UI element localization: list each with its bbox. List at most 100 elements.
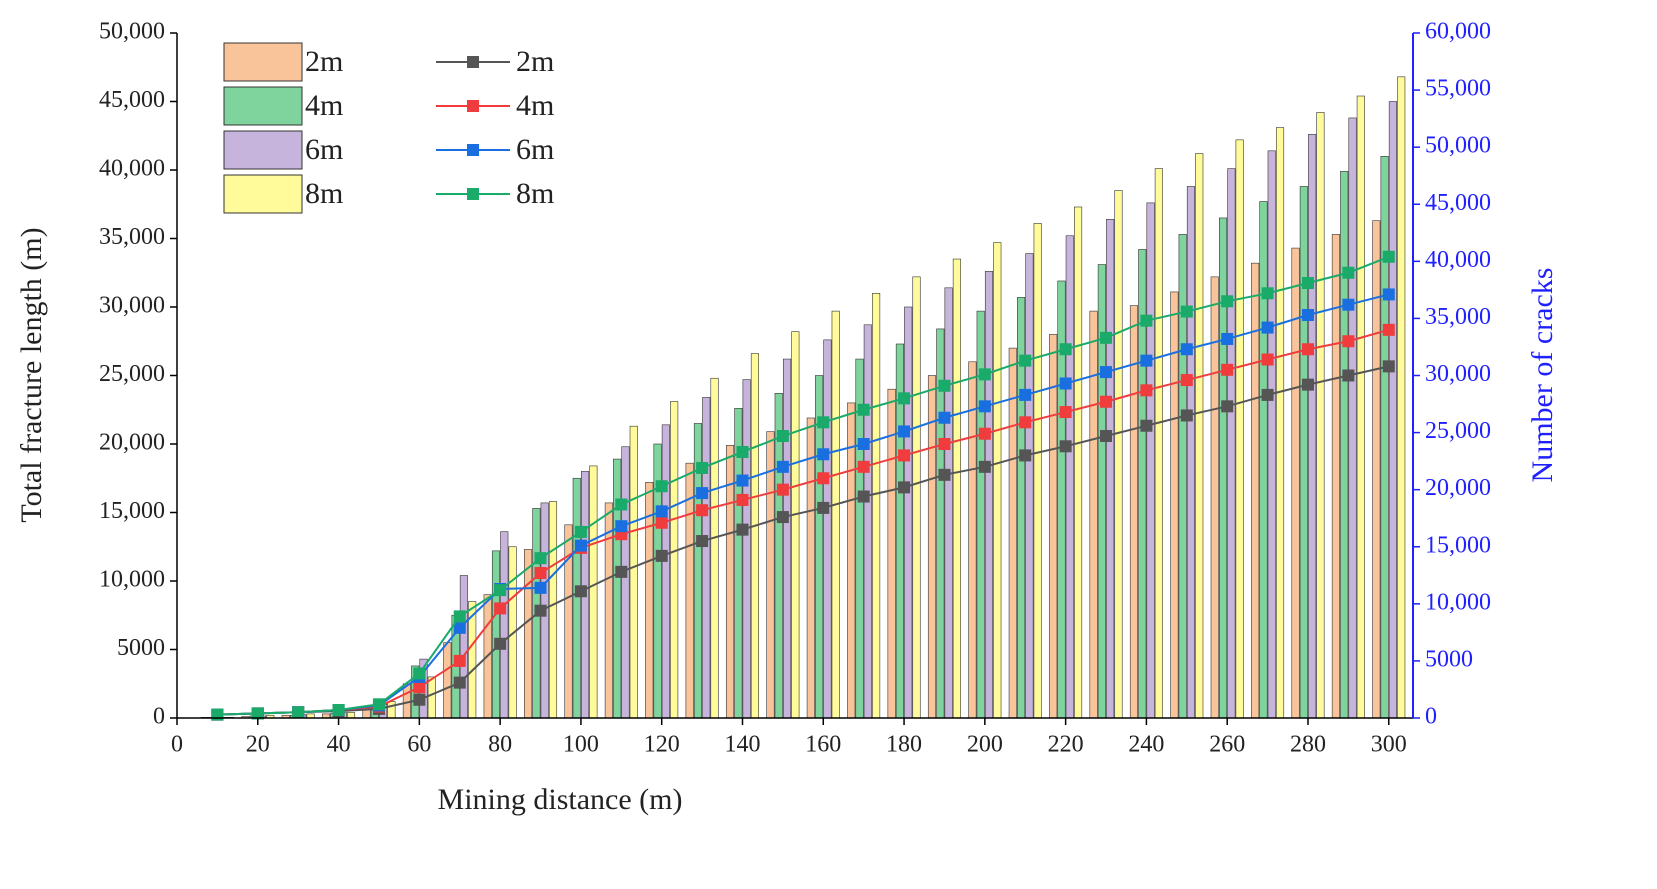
bar — [402, 683, 411, 719]
point — [978, 460, 991, 473]
point — [1261, 321, 1274, 334]
bar — [1170, 291, 1179, 719]
bar — [670, 401, 679, 719]
point — [1100, 366, 1113, 379]
point — [1382, 360, 1395, 373]
point — [736, 445, 749, 458]
point — [736, 523, 749, 536]
y2-tick-label: 10,000 — [1425, 589, 1491, 615]
bar — [1146, 202, 1155, 719]
legend-marker — [467, 144, 479, 156]
y2-tick-label: 40,000 — [1425, 247, 1491, 273]
y2-axis-label: Number of cracks — [1526, 268, 1559, 483]
bar — [904, 306, 913, 719]
point — [1100, 331, 1113, 344]
bar — [1356, 95, 1365, 719]
x-axis-label: Mining distance (m) — [438, 783, 683, 816]
point — [1059, 440, 1072, 453]
point — [938, 438, 951, 450]
point — [978, 427, 991, 440]
point — [736, 493, 749, 506]
point — [211, 708, 224, 721]
y2-tick-label: 25,000 — [1425, 418, 1491, 444]
x-tick-label: 300 — [1371, 732, 1407, 758]
point — [1342, 298, 1355, 311]
point — [898, 481, 911, 494]
legend-label: 4m — [305, 89, 343, 122]
point — [453, 654, 466, 667]
legend-swatch — [223, 130, 303, 170]
y-tick-label: 20,000 — [99, 430, 165, 456]
bar — [1348, 117, 1357, 719]
x-tick-label: 20 — [246, 732, 270, 758]
y2-tick-label: 55,000 — [1425, 76, 1491, 102]
point — [1100, 395, 1113, 408]
point — [857, 438, 870, 450]
line — [217, 293, 1390, 716]
point — [655, 516, 668, 529]
y2-tick-label: 5000 — [1425, 646, 1473, 672]
point — [655, 549, 668, 562]
point — [696, 535, 709, 548]
legend-label: 8m — [516, 177, 554, 210]
point — [857, 403, 870, 416]
legend-swatch — [223, 42, 303, 82]
bar — [491, 550, 501, 719]
x-tick-label: 40 — [327, 732, 351, 758]
x-tick-label: 160 — [805, 732, 841, 758]
point — [898, 392, 911, 405]
legend-swatch — [223, 86, 303, 126]
point — [776, 483, 789, 496]
point — [332, 704, 345, 717]
point — [776, 430, 789, 443]
point — [534, 552, 547, 565]
point — [1221, 332, 1234, 345]
point — [1301, 343, 1314, 356]
y2-tick-label: 0 — [1425, 704, 1437, 730]
point — [1019, 449, 1032, 462]
bar — [1049, 334, 1058, 719]
bar — [1154, 168, 1163, 719]
point — [1019, 416, 1032, 429]
point — [817, 501, 830, 514]
x-tick-label: 260 — [1209, 732, 1245, 758]
point — [1342, 369, 1355, 382]
bar — [1299, 186, 1308, 719]
x-tick-label: 180 — [886, 732, 922, 758]
x-tick-label: 240 — [1128, 732, 1164, 758]
x-tick-label: 120 — [644, 732, 680, 758]
bar — [863, 324, 872, 719]
point — [857, 460, 870, 473]
line — [217, 255, 1390, 716]
bar — [459, 575, 468, 719]
legend-label: 8m — [305, 177, 343, 210]
legend-label: 2m — [516, 45, 554, 78]
y2-tick-label: 50,000 — [1425, 133, 1491, 159]
bar — [1275, 127, 1285, 719]
bar — [661, 424, 670, 719]
legend-label: 6m — [305, 133, 343, 166]
x-tick-label: 220 — [1048, 732, 1084, 758]
point — [1180, 409, 1193, 422]
bar — [766, 431, 775, 719]
point — [938, 468, 951, 481]
point — [736, 474, 749, 487]
point — [1140, 384, 1153, 397]
y-tick-label: 10,000 — [99, 567, 165, 593]
point — [1261, 287, 1274, 300]
point — [1382, 288, 1395, 301]
legend-label: 2m — [305, 45, 343, 78]
point — [453, 676, 466, 689]
legend-marker — [467, 100, 479, 112]
point — [1261, 353, 1274, 366]
point — [776, 460, 789, 473]
point — [1221, 363, 1234, 376]
bar — [572, 477, 581, 719]
point — [1019, 354, 1032, 367]
y-tick-label: 35,000 — [99, 224, 165, 250]
bar — [1340, 171, 1349, 719]
point — [1059, 377, 1072, 390]
point — [1301, 308, 1314, 321]
point — [413, 681, 426, 694]
point — [574, 585, 587, 598]
